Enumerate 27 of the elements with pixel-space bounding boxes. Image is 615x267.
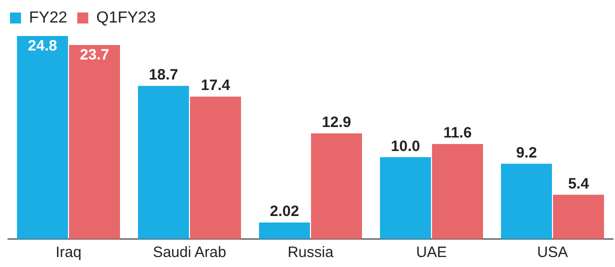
bar xyxy=(432,144,484,239)
data-label: 9.2 xyxy=(516,144,537,162)
data-label: 11.6 xyxy=(443,124,472,142)
x-tick-label: Iraq xyxy=(56,244,82,262)
data-label: 18.7 xyxy=(148,66,178,84)
x-tick-label: Saudi Arab xyxy=(152,244,226,262)
bar xyxy=(16,36,68,239)
x-tick-label: USA xyxy=(537,244,568,262)
bar xyxy=(380,157,431,239)
bar xyxy=(190,96,242,239)
bar xyxy=(69,45,120,239)
data-label: 5.4 xyxy=(568,175,590,192)
data-label: 24.8 xyxy=(28,38,58,55)
bar xyxy=(138,86,189,239)
x-tick-label: Russia xyxy=(288,244,334,262)
data-label: 10.0 xyxy=(390,138,420,155)
x-tick-label: UAE xyxy=(416,244,447,262)
data-label: 2.02 xyxy=(270,203,300,220)
bar xyxy=(500,164,552,239)
data-label: 17.4 xyxy=(200,77,231,94)
legend-label: FY22 xyxy=(29,9,68,26)
bar xyxy=(553,194,604,239)
data-label: 23.7 xyxy=(80,46,110,64)
bar xyxy=(258,222,310,239)
legend-label: Q1FY23 xyxy=(96,9,156,26)
bar xyxy=(311,133,362,239)
data-label: 12.9 xyxy=(322,114,352,132)
